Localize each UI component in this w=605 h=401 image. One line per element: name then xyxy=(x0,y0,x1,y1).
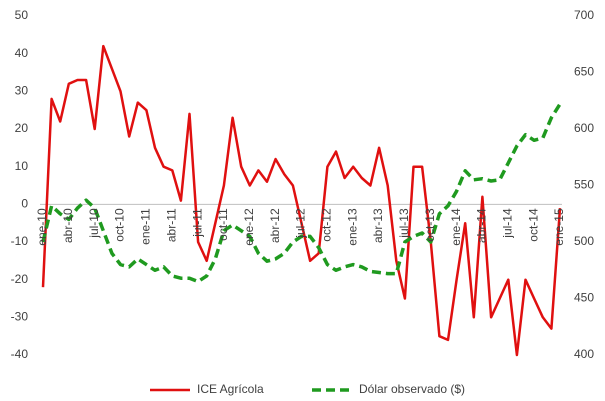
y-tick-label: 10 xyxy=(15,159,29,173)
y2-tick-label: 600 xyxy=(574,121,594,135)
x-tick-label: abr-14 xyxy=(475,208,489,243)
y-tick-label: -20 xyxy=(11,272,29,286)
y2-tick-label: 650 xyxy=(574,65,594,79)
x-tick-label: ene-12 xyxy=(242,208,256,246)
x-tick-label: abr-10 xyxy=(61,208,75,243)
y2-tick-label: 500 xyxy=(574,234,594,248)
y2-tick-label: 700 xyxy=(574,8,594,22)
y-tick-label: -30 xyxy=(11,310,29,324)
x-tick-label: oct-11 xyxy=(216,208,230,241)
x-tick-label: oct-12 xyxy=(320,208,334,242)
series-line xyxy=(41,44,562,357)
legend-label: ICE Agrícola xyxy=(197,382,264,396)
x-tick-label: jul-10 xyxy=(87,208,101,239)
x-tick-label: oct-14 xyxy=(526,208,540,242)
y2-tick-label: 450 xyxy=(574,291,594,305)
x-tick-label: jul-13 xyxy=(397,208,411,239)
x-tick-label: oct-13 xyxy=(423,208,437,242)
x-tick-label: jul-14 xyxy=(500,208,514,239)
y2-tick-label: 550 xyxy=(574,178,594,192)
x-tick-label: oct-10 xyxy=(113,208,127,242)
x-tick-label: ene-10 xyxy=(35,208,49,246)
y-tick-label: -40 xyxy=(11,347,29,361)
x-tick-label: ene-11 xyxy=(139,208,153,245)
x-tick-label: abr-11 xyxy=(164,208,178,242)
x-tick-label: jul-12 xyxy=(294,208,308,239)
legend-label: Dólar observado ($) xyxy=(359,382,465,396)
x-tick-label: abr-12 xyxy=(268,208,282,243)
x-tick-label: ene-14 xyxy=(449,208,463,246)
x-tick-label: ene-15 xyxy=(552,208,566,246)
x-tick-label: abr-13 xyxy=(371,208,385,243)
series-line xyxy=(41,103,562,284)
y2-tick-label: 400 xyxy=(574,347,594,361)
y-tick-label: -10 xyxy=(11,234,29,248)
x-tick-label: ene-13 xyxy=(345,208,359,246)
y-tick-label: 40 xyxy=(15,46,29,60)
y-tick-label: 0 xyxy=(21,197,28,211)
y-tick-label: 30 xyxy=(15,84,29,98)
x-tick-label: jul-11 xyxy=(190,208,204,238)
y-tick-label: 20 xyxy=(15,121,29,135)
y-tick-label: 50 xyxy=(15,8,29,22)
